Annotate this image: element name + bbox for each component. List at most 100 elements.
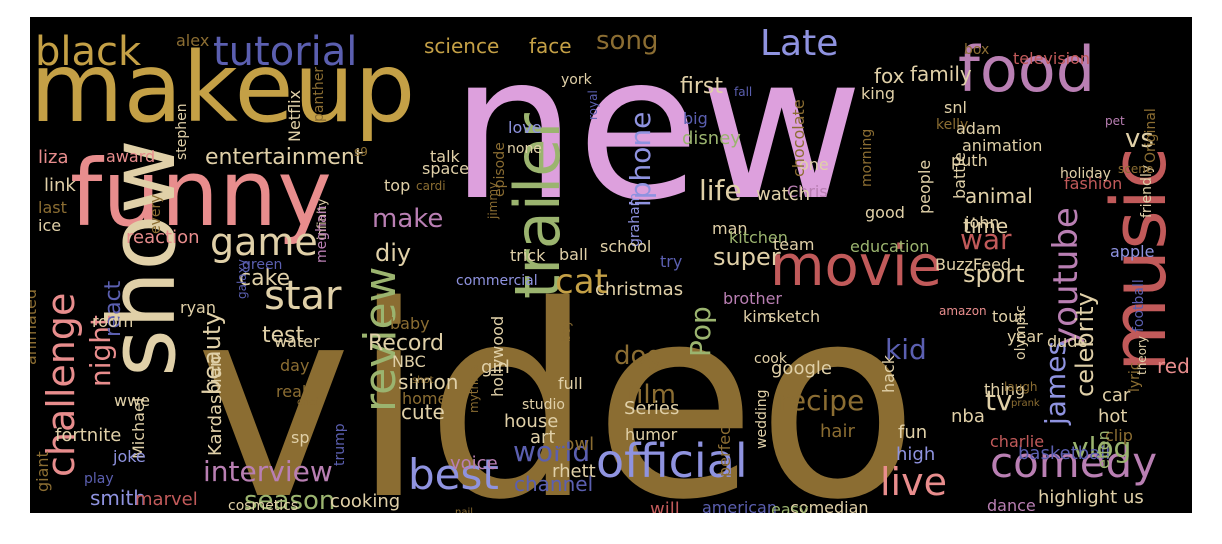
word-christmas: christmas — [595, 279, 683, 300]
word-star: star — [264, 273, 342, 319]
word-cloud: new video makeup funny show trailer music food m… — [30, 17, 1192, 513]
word-nba: nba — [951, 406, 985, 427]
word-real: real — [276, 382, 306, 401]
word-ice: ice — [38, 216, 61, 235]
word-react: react — [101, 280, 126, 337]
word-song: song — [596, 26, 658, 56]
word-american: american — [702, 498, 777, 513]
word-dog: dog — [614, 341, 663, 371]
word-face: face — [529, 34, 572, 58]
word-laugh: laugh — [1004, 380, 1038, 394]
word-record: Record — [368, 331, 444, 356]
word-charlie: charlie — [990, 432, 1044, 451]
word-television: television — [1013, 49, 1090, 68]
word-first: first — [680, 74, 723, 99]
word-kitchen: kitchen — [729, 228, 788, 247]
word-nbc: NBC — [392, 352, 426, 371]
word-family: family — [910, 62, 972, 86]
word-review: review — [355, 266, 406, 412]
word-pet: pet — [1105, 114, 1125, 128]
word-life: life — [699, 174, 742, 207]
word-video: video — [195, 250, 919, 513]
word-room: room — [92, 312, 133, 331]
word-shot: shot — [412, 375, 434, 386]
word-film: film — [627, 380, 676, 410]
word-cat: cat — [555, 262, 608, 302]
word-rhett: rhett — [552, 461, 596, 482]
word-team: team — [773, 235, 815, 254]
word-love: love — [508, 118, 542, 137]
word-us: us — [1123, 487, 1144, 508]
word-fortnite: fortnite — [55, 425, 121, 446]
word-space: space — [422, 159, 469, 178]
word-hollywood: hollywood — [488, 316, 507, 397]
word-fall: fall — [734, 85, 752, 99]
word-war: war — [960, 223, 1012, 256]
word-sp: sp — [291, 428, 310, 447]
word-vlog: vlog — [1072, 431, 1131, 464]
word-graham: graham — [627, 193, 643, 247]
word-top: top — [384, 176, 410, 195]
word-world: world — [513, 435, 590, 468]
word-animated: animated — [30, 289, 40, 365]
word-green: green — [242, 257, 282, 273]
word-animal: animal — [965, 184, 1033, 208]
word-morning: morning — [859, 129, 875, 187]
word-baby: baby — [390, 314, 430, 333]
word-york: york — [561, 72, 593, 88]
word-challenge: challenge — [39, 293, 83, 477]
word-michael: Michael — [129, 398, 148, 459]
word-ryan: ryan — [180, 298, 216, 317]
word-brother: brother — [723, 289, 782, 308]
word-link: link — [44, 175, 76, 196]
word-time: time — [963, 214, 1008, 238]
word-big: big — [683, 109, 708, 128]
word-comedian: comedian — [790, 498, 869, 513]
word-james: james — [1039, 341, 1072, 426]
word-entertainment: entertainment — [205, 145, 364, 170]
word-award: award — [106, 147, 155, 166]
word-joke: joke — [112, 447, 146, 466]
word-giant: giant — [33, 451, 52, 492]
word-game: game — [210, 220, 318, 264]
word-panther: panther — [311, 67, 327, 122]
word-year: year — [1007, 327, 1043, 346]
word-king: king — [861, 84, 895, 103]
word-iphone: iphone — [624, 112, 657, 207]
word-diy: diy — [375, 239, 411, 267]
word-food: food — [958, 33, 1095, 106]
word-full: full — [558, 374, 583, 393]
word-kelly: kelly — [936, 117, 968, 133]
word-tutorial: tutorial — [213, 29, 357, 75]
word-john: john — [964, 213, 1000, 232]
word-celebrity: celebrity — [1071, 292, 1099, 397]
word-best: best — [408, 450, 499, 499]
word-smith: smith — [90, 486, 146, 510]
word-science: science — [424, 34, 499, 58]
word-chocolate: chocolate — [789, 99, 808, 177]
word-vs: vs — [1125, 124, 1154, 154]
word-last: last — [38, 198, 67, 217]
word-humor: humor — [625, 425, 678, 444]
word-girl: girl — [481, 357, 510, 378]
word-marvel: marvel — [135, 489, 198, 510]
word-new: new — [450, 17, 863, 245]
word-snl: snl — [944, 98, 967, 117]
word-scene: scene — [1118, 162, 1153, 176]
word-cake: cake — [239, 266, 290, 291]
word-original: Original — [1143, 108, 1159, 163]
word-live: live — [880, 460, 947, 504]
word-battle: battle — [950, 152, 969, 199]
word-royal: royal — [586, 90, 600, 120]
word-jimmy: jimmy — [486, 182, 500, 220]
word-trump: trump — [332, 423, 348, 466]
word-boy: boy — [559, 320, 573, 342]
word-kid: kid — [885, 333, 927, 366]
word-make: make — [372, 204, 443, 234]
word-netflix: Netflix — [285, 90, 304, 142]
word-simon: simon — [398, 370, 458, 394]
word-series: Series — [624, 398, 679, 419]
word-makeup: makeup — [30, 32, 415, 144]
word-cosmetics: cosmetics — [228, 498, 298, 513]
